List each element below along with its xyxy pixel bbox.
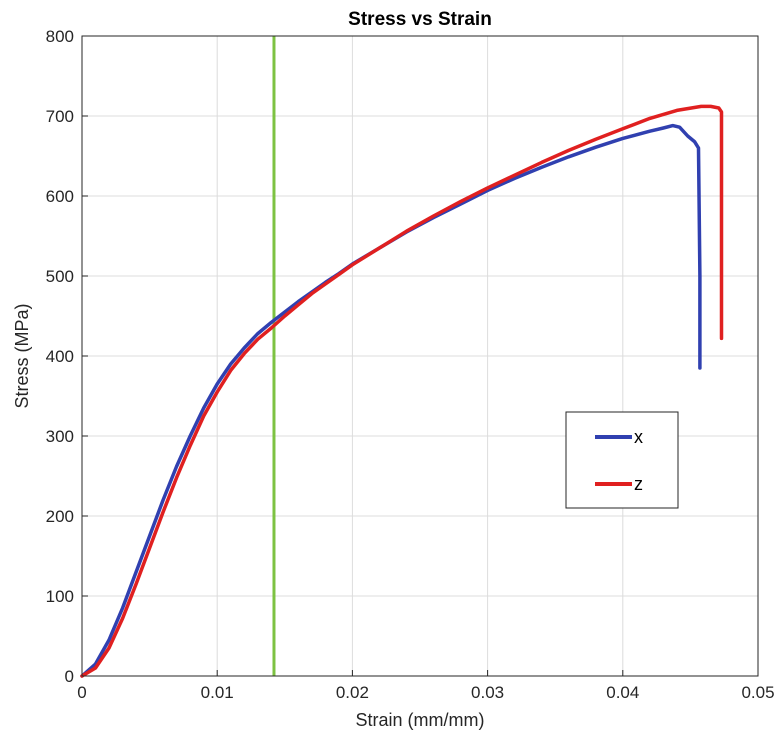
series-line-x — [80, 123, 702, 678]
y-axis-label: Stress (MPa) — [12, 303, 32, 408]
y-tick-label: 0 — [65, 667, 74, 686]
x-tick-label: 0.05 — [741, 683, 774, 702]
x-tick-label: 0.04 — [606, 683, 639, 702]
series-line-z — [80, 104, 724, 678]
x-axis-ticks: 0 0.01 0.02 0.03 0.04 0.05 — [77, 670, 775, 702]
y-tick-label: 300 — [46, 427, 74, 446]
grid-lines — [82, 36, 758, 676]
x-tick-label: 0.01 — [201, 683, 234, 702]
legend-label-z: z — [634, 474, 643, 494]
legend: x z — [565, 411, 679, 509]
x-tick-label: 0.03 — [471, 683, 504, 702]
x-tick-label: 0 — [77, 683, 86, 702]
legend-box — [565, 411, 679, 509]
y-tick-label: 700 — [46, 107, 74, 126]
y-axis-ticks: 0 100 200 300 400 500 600 700 800 — [46, 27, 88, 686]
x-axis-label: Strain (mm/mm) — [356, 710, 485, 730]
y-tick-label: 500 — [46, 267, 74, 286]
chart-title: Stress vs Strain — [348, 9, 492, 30]
y-tick-label: 400 — [46, 347, 74, 366]
y-tick-label: 100 — [46, 587, 74, 606]
y-tick-label: 200 — [46, 507, 74, 526]
x-tick-label: 0.02 — [336, 683, 369, 702]
y-tick-label: 800 — [46, 27, 74, 46]
series-layer — [80, 104, 724, 678]
y-tick-label: 600 — [46, 187, 74, 206]
legend-label-x: x — [634, 427, 643, 447]
